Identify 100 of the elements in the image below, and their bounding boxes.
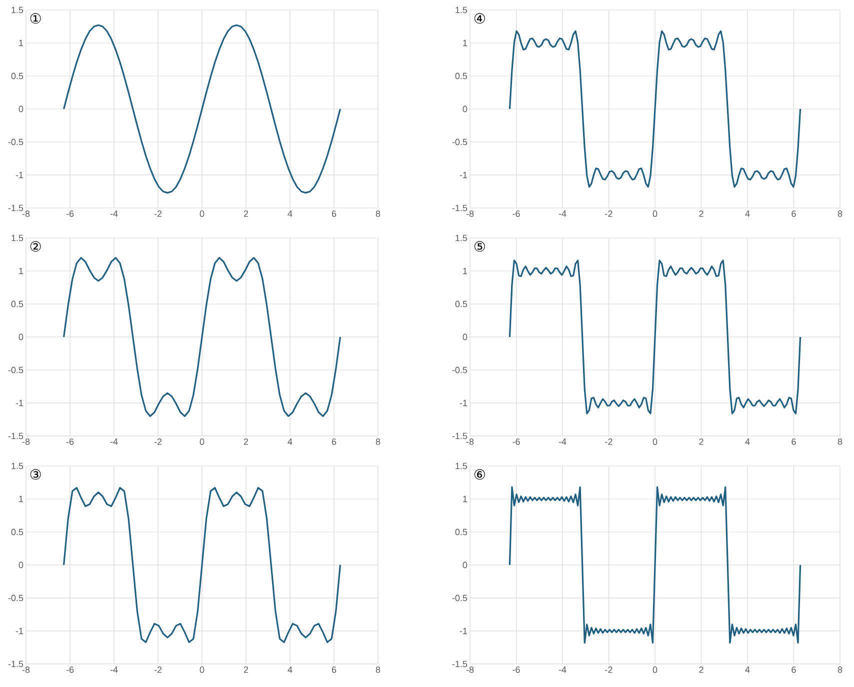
x-tick-label: -4 (110, 438, 118, 445)
y-tick-label: 0 (18, 106, 24, 112)
y-tick-label: 0 (18, 562, 24, 568)
x-tick-label: -2 (154, 210, 162, 217)
chart-title: ② (30, 241, 41, 252)
x-tick-label: -6 (66, 210, 74, 217)
chart-title: ③ (30, 469, 41, 480)
x-tick-label: -8 (22, 438, 30, 445)
y-tick-label: 1 (463, 496, 468, 502)
x-tick-label: 6 (792, 438, 796, 445)
x-tick-label: 2 (244, 210, 248, 217)
x-tick-label: 8 (376, 438, 380, 445)
y-tick-label: -0.5 (8, 138, 24, 146)
line-series (508, 30, 802, 188)
x-tick-label: -2 (605, 210, 612, 217)
y-tick-label: 0.5 (11, 72, 24, 80)
y-tick-label: -1.5 (452, 204, 468, 212)
x-tick-label: -6 (512, 666, 520, 673)
y-tick-label: -1.5 (8, 660, 24, 668)
line-series (62, 256, 342, 417)
y-tick-label: -1 (460, 400, 468, 406)
y-tick-label: 1 (19, 268, 24, 274)
x-tick-label: 4 (288, 438, 292, 445)
y-tick-label: -1 (16, 400, 24, 406)
x-tick-label: 0 (652, 666, 658, 673)
x-tick-label: 2 (244, 666, 248, 673)
y-tick-label: -1 (460, 172, 468, 178)
x-tick-label: -6 (512, 438, 520, 445)
line-series (62, 24, 342, 194)
x-tick-label: -2 (605, 438, 612, 445)
x-tick-label: 4 (745, 210, 750, 217)
x-tick-label: -4 (558, 666, 566, 673)
y-tick-label: 1.5 (12, 462, 24, 470)
y-tick-label: -0.5 (452, 366, 468, 374)
x-tick-label: -8 (22, 210, 30, 217)
y-tick-label: -0.5 (452, 138, 468, 146)
x-tick-label: -2 (605, 666, 612, 673)
y-tick-label: -1 (16, 172, 24, 178)
y-tick-label: -1.5 (452, 432, 468, 440)
x-tick-label: -4 (558, 210, 566, 217)
x-tick-label: -8 (466, 666, 474, 673)
y-tick-label: 1.5 (12, 6, 24, 14)
x-tick-label: -4 (110, 210, 118, 217)
x-tick-label: 2 (699, 210, 704, 217)
chart-title: ① (30, 13, 41, 24)
y-tick-label: 1 (19, 496, 24, 502)
x-tick-label: -4 (110, 666, 118, 673)
y-tick-label: -1.5 (452, 660, 468, 668)
x-tick-label: -8 (22, 666, 30, 673)
x-tick-label: 8 (838, 666, 842, 673)
y-tick-label: -0.5 (8, 594, 24, 602)
y-tick-label: 0 (18, 334, 24, 340)
x-tick-label: 0 (200, 666, 204, 673)
x-tick-label: 8 (838, 210, 842, 217)
y-tick-label: 1 (19, 40, 24, 46)
x-tick-label: -6 (512, 210, 520, 217)
x-tick-label: 6 (792, 666, 796, 673)
y-tick-label: 1.5 (456, 234, 468, 242)
y-tick-label: 0.5 (455, 72, 468, 80)
x-tick-label: 2 (699, 666, 704, 673)
x-tick-label: 4 (745, 666, 750, 673)
x-tick-label: -2 (154, 438, 162, 445)
y-tick-label: 0 (462, 334, 468, 340)
x-tick-label: 2 (699, 438, 704, 445)
x-tick-label: 0 (200, 438, 204, 445)
y-tick-label: 1.5 (456, 462, 468, 470)
y-tick-label: 0 (462, 106, 468, 112)
chart-title: ⑥ (474, 469, 485, 480)
x-tick-label: -8 (466, 210, 474, 217)
x-tick-label: 6 (792, 210, 796, 217)
y-tick-label: -0.5 (8, 366, 24, 374)
x-tick-label: 8 (376, 666, 380, 673)
x-tick-label: -4 (558, 438, 566, 445)
x-tick-label: -6 (66, 666, 74, 673)
y-tick-label: 1 (463, 268, 468, 274)
y-tick-label: 0.5 (11, 300, 24, 308)
x-tick-label: -8 (466, 438, 474, 445)
x-tick-label: 6 (332, 438, 336, 445)
y-tick-label: 0 (462, 562, 468, 568)
y-tick-label: 1.5 (12, 234, 24, 242)
x-tick-label: 0 (652, 210, 658, 217)
x-tick-label: 0 (652, 438, 658, 445)
chart-title: ④ (474, 13, 485, 24)
x-tick-label: 8 (838, 438, 842, 445)
y-tick-label: -1.5 (8, 204, 24, 212)
y-tick-label: 1 (463, 40, 468, 46)
x-tick-label: 0 (200, 210, 204, 217)
x-tick-label: 6 (332, 210, 336, 217)
y-tick-label: -0.5 (452, 594, 468, 602)
y-tick-label: -1 (460, 628, 468, 634)
x-tick-label: -2 (154, 666, 162, 673)
y-tick-label: 0.5 (11, 528, 24, 536)
x-tick-label: 4 (288, 666, 292, 673)
y-tick-label: 0.5 (455, 528, 468, 536)
y-tick-label: 1.5 (456, 6, 468, 14)
y-tick-label: -1.5 (8, 432, 24, 440)
x-tick-label: -6 (66, 438, 74, 445)
x-tick-label: 8 (376, 210, 380, 217)
chart-title: ⑤ (474, 241, 485, 252)
x-tick-label: 6 (332, 666, 336, 673)
